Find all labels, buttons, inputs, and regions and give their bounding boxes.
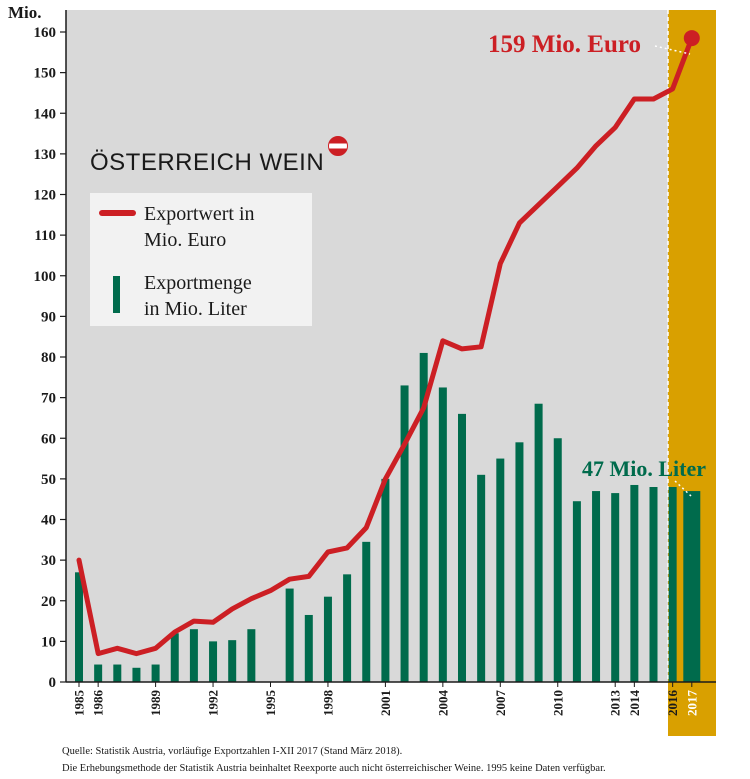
bar-2007 — [496, 458, 505, 682]
x-tick-label: 2013 — [608, 690, 623, 717]
bar-1993 — [228, 640, 237, 682]
bar-2008 — [515, 442, 524, 682]
bar-2011 — [572, 501, 581, 682]
y-tick-label: 110 — [34, 228, 56, 244]
bar-1996 — [285, 588, 294, 682]
x-tick-label: 2010 — [550, 690, 565, 716]
x-tick-label: 1989 — [148, 690, 163, 717]
bar-1985 — [75, 572, 83, 682]
austrian-flag-icon — [328, 136, 348, 156]
y-tick-label: 140 — [34, 106, 57, 122]
legend-bar-swatch — [113, 276, 120, 313]
x-tick-label: 2017 — [684, 690, 699, 717]
bar-2001 — [381, 478, 390, 682]
y-tick-label: 160 — [34, 25, 57, 41]
bar-2012 — [592, 491, 601, 682]
bar-2003 — [419, 352, 428, 682]
bar-1990 — [170, 633, 179, 682]
y-unit-label: Mio. — [8, 3, 42, 22]
liter-annotation-leader — [674, 480, 692, 497]
y-tick-label: 120 — [34, 188, 57, 204]
y-tick-label: 90 — [41, 309, 56, 325]
bar-2004 — [438, 387, 447, 682]
bar-2013 — [611, 493, 620, 682]
bar-1989 — [151, 664, 160, 682]
legend-bar-label-1: Exportmenge — [144, 272, 252, 294]
legend-line-label-2: Mio. Euro — [144, 229, 226, 251]
y-tick-label: 80 — [41, 350, 56, 366]
bar-1988 — [132, 667, 141, 682]
bar-1997 — [304, 614, 313, 682]
y-tick-label: 10 — [41, 634, 56, 650]
bar-2017 — [683, 491, 701, 682]
euro-annotation-leader — [654, 45, 691, 55]
x-tick-label: 2014 — [627, 690, 642, 717]
y-tick-label: 30 — [41, 553, 56, 569]
x-tick-label: 2004 — [435, 690, 450, 717]
euro-annotation: 159 Mio. Euro — [488, 31, 641, 58]
export-value-line — [76, 35, 695, 657]
y-tick-label: 20 — [41, 594, 56, 610]
x-tick-label: 2007 — [493, 690, 508, 717]
legend-line-label-1: Exportwert in — [144, 203, 255, 225]
svg-text:ÖSTERREICH WEIN: ÖSTERREICH WEIN — [90, 149, 324, 176]
x-tick-label: 2016 — [665, 690, 680, 717]
export-value-endpoint — [683, 30, 700, 47]
x-tick-label: 1992 — [206, 690, 221, 716]
y-tick-label: 150 — [34, 66, 57, 82]
bar-1986 — [94, 664, 103, 682]
x-tick-label: 1985 — [72, 690, 87, 717]
export-chart: 0 10 20 30 40 50 60 70 80 90 100 110 120 130 140 150 160… — [8, 3, 716, 736]
legend: Exportwert in Mio. Euro Exportmenge in M… — [90, 193, 312, 326]
x-tick-label: 1986 — [91, 690, 106, 717]
bar-2000 — [362, 541, 371, 682]
x-axis-label-strip — [66, 682, 668, 736]
bar-2016 — [668, 487, 677, 682]
oesterreich-wein-logo: ÖSTERREICH WEIN — [90, 136, 348, 176]
footnote-method: Die Erhebungsmethode der Statistik Austr… — [62, 763, 606, 774]
legend-bar-label-2: in Mio. Liter — [144, 298, 247, 320]
y-tick-label: 70 — [41, 391, 56, 407]
x-tick-label: 2001 — [378, 690, 393, 716]
y-tick-label: 40 — [41, 513, 56, 529]
bar-1991 — [189, 629, 198, 682]
footnote-source: Quelle: Statistik Austria, vorläufige Ex… — [62, 746, 403, 757]
x-tick-label: 1995 — [263, 690, 278, 717]
x-tick-label: 1998 — [320, 690, 335, 717]
bar-1999 — [343, 574, 352, 682]
y-tick-label: 50 — [41, 472, 56, 488]
y-tick-label: 60 — [41, 431, 56, 447]
bar-1994 — [247, 629, 256, 682]
y-tick-label: 100 — [34, 269, 57, 285]
bar-2014 — [630, 484, 639, 682]
y-tick-label: 130 — [34, 147, 57, 163]
bar-2010 — [553, 438, 562, 682]
bar-2015 — [649, 487, 658, 682]
bar-1987 — [113, 664, 122, 682]
bar-1992 — [209, 641, 218, 682]
bar-2005 — [458, 413, 466, 682]
bar-2006 — [477, 474, 486, 682]
y-tick-label: 0 — [49, 675, 57, 691]
bar-1998 — [323, 596, 332, 682]
bar-2002 — [400, 385, 409, 682]
bar-2009 — [534, 403, 543, 682]
liter-annotation: 47 Mio. Liter — [582, 456, 706, 481]
